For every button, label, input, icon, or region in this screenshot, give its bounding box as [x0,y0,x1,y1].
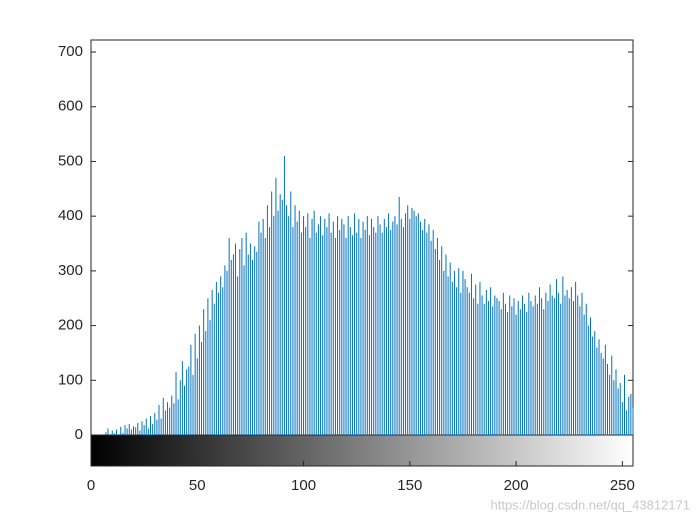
x-tick-label: 50 [189,477,206,494]
y-tick-label: 500 [58,152,83,169]
watermark: https://blog.csdn.net/qq_43812171 [491,497,691,512]
y-tick-label: 700 [58,43,83,60]
y-tick-label: 400 [58,207,83,224]
x-tick-label: 100 [291,477,316,494]
y-tick-label: 100 [58,371,83,388]
x-tick-label: 150 [397,477,422,494]
axes-box [90,39,634,436]
x-tick-label: 0 [87,477,95,494]
y-tick-label: 600 [58,98,83,115]
y-tick-label: 200 [58,317,83,334]
y-tick-label: 0 [75,426,83,443]
x-tick-label: 250 [610,477,635,494]
x-tick-label: 200 [504,477,529,494]
colorbar [90,434,634,467]
y-tick-label: 300 [58,262,83,279]
